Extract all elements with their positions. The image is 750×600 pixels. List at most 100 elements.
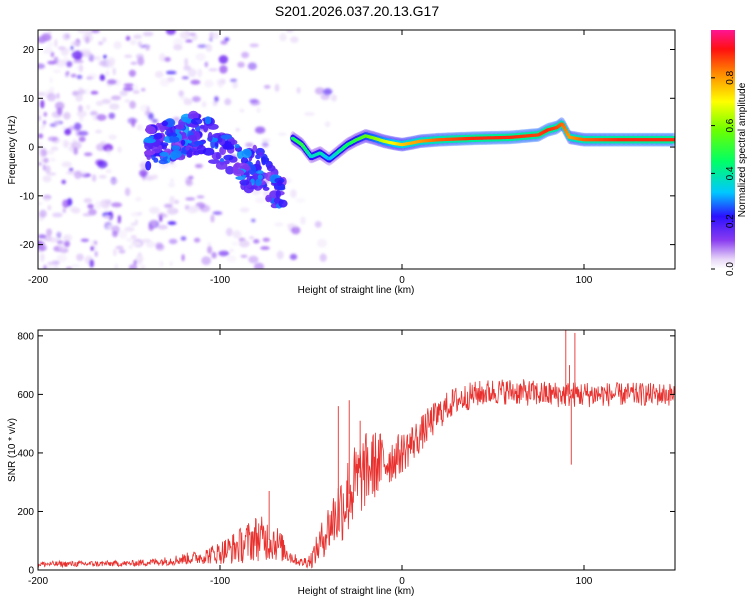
noise-blob <box>128 264 138 269</box>
noise-blob <box>128 244 134 250</box>
x-tick-label: 0 <box>399 576 405 587</box>
band-blob <box>241 148 252 159</box>
noise-blob <box>138 259 142 266</box>
noise-blob <box>64 140 68 149</box>
y-tick-label: 10 <box>23 94 35 105</box>
noise-blob <box>165 30 176 35</box>
noise-blob <box>106 57 116 66</box>
noise-blob <box>61 125 67 131</box>
noise-blob <box>237 61 245 68</box>
noise-blob <box>82 213 92 217</box>
band-blob <box>255 178 262 187</box>
chart-title: S201.2026.037.20.13.G17 <box>275 3 439 19</box>
spectrogram-scatter-band <box>143 110 288 209</box>
noise-blob <box>225 227 233 237</box>
noise-blob <box>114 263 119 269</box>
noise-blob <box>274 83 280 92</box>
noise-blob <box>189 205 200 213</box>
noise-blob <box>78 89 87 95</box>
noise-blob <box>38 63 46 69</box>
noise-blob <box>62 33 71 41</box>
noise-blob <box>145 46 150 51</box>
noise-blob <box>168 182 176 188</box>
y-tick-label: 800 <box>17 331 34 342</box>
y-tick-label: 200 <box>17 507 34 518</box>
noise-blob <box>91 174 97 182</box>
band-blob <box>167 132 178 138</box>
noise-blob <box>145 241 155 248</box>
noise-blob <box>68 167 74 172</box>
noise-blob <box>103 55 107 59</box>
y-tick-label: 0 <box>28 566 34 577</box>
noise-blob <box>291 226 301 235</box>
noise-blob <box>208 68 218 72</box>
noise-blob <box>50 51 55 58</box>
noise-blob <box>48 237 59 243</box>
noise-blob <box>195 53 206 61</box>
band-blob <box>233 169 245 177</box>
noise-blob <box>71 141 82 150</box>
noise-blob <box>286 30 294 33</box>
noise-blob <box>62 199 70 208</box>
noise-blob <box>135 53 144 60</box>
noise-blob <box>65 71 69 78</box>
noise-blob <box>124 187 131 197</box>
spectrogram-xlabel: Height of straight line (km) <box>298 285 415 296</box>
band-blob <box>191 118 203 125</box>
spectrogram-ylabel: Frequency (Hz) <box>7 116 18 185</box>
noise-blob <box>290 36 299 43</box>
noise-blob <box>214 96 219 103</box>
noise-blob <box>77 105 83 113</box>
noise-blob <box>224 98 232 106</box>
noise-blob <box>77 30 84 34</box>
noise-blob <box>296 87 301 94</box>
noise-blob <box>164 57 171 62</box>
noise-blob <box>76 110 88 117</box>
band-blob <box>202 147 215 156</box>
noise-blob <box>209 32 214 39</box>
noise-blob <box>201 101 207 108</box>
noise-blob <box>75 93 83 102</box>
band-blob <box>203 123 209 133</box>
band-blob <box>146 154 151 160</box>
noise-blob <box>169 261 173 266</box>
noise-blob <box>124 54 133 58</box>
noise-blob <box>62 208 67 213</box>
noise-blob <box>78 136 86 142</box>
noise-blob <box>218 55 229 64</box>
noise-blob <box>94 240 98 245</box>
noise-blob <box>274 222 284 227</box>
noise-blob <box>316 238 328 248</box>
noise-blob <box>85 104 91 111</box>
noise-blob <box>279 33 287 42</box>
noise-blob <box>100 141 106 147</box>
noise-blob <box>185 176 192 184</box>
noise-blob <box>140 264 146 269</box>
noise-blob <box>320 93 330 101</box>
noise-blob <box>66 170 77 175</box>
ridge-core <box>562 125 567 129</box>
noise-blob <box>314 87 325 95</box>
band-blob <box>159 125 165 133</box>
noise-blob <box>183 98 193 106</box>
band-blob <box>215 161 228 170</box>
noise-blob <box>38 243 46 248</box>
noise-blob <box>159 78 170 87</box>
noise-blob <box>44 198 50 202</box>
noise-blob <box>65 266 73 269</box>
noise-blob <box>139 169 148 178</box>
noise-blob <box>204 61 209 68</box>
noise-blob <box>247 62 257 70</box>
noise-blob <box>56 92 60 99</box>
band-blob <box>255 170 264 175</box>
noise-blob <box>204 79 214 88</box>
x-tick-label: -100 <box>210 576 230 587</box>
noise-blob <box>194 163 203 169</box>
noise-blob <box>260 246 270 250</box>
noise-blob <box>159 260 164 267</box>
noise-blob <box>80 238 90 242</box>
ridge-core <box>560 123 565 127</box>
noise-blob <box>112 67 116 76</box>
noise-blob <box>98 60 106 66</box>
noise-blob <box>239 109 245 113</box>
